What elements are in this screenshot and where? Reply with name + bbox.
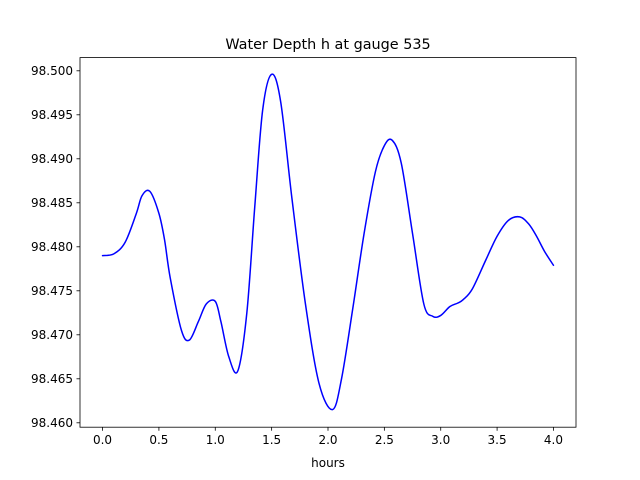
x-tick-label: 3.5 <box>488 433 507 447</box>
x-tick-label: 2.0 <box>318 433 337 447</box>
y-tick-label: 98.495 <box>31 108 73 122</box>
y-tick-label: 98.470 <box>31 328 73 342</box>
y-tick-label: 98.485 <box>31 196 73 210</box>
y-tick-label: 98.480 <box>31 240 73 254</box>
y-axis-ticks: 98.460 98.465 98.470 98.475 98.480 98.485 98.4… <box>31 64 80 430</box>
x-tick-label: 4.0 <box>544 433 563 447</box>
x-tick-label: 0.0 <box>93 433 112 447</box>
y-tick-label: 98.460 <box>31 416 73 430</box>
chart-title: Water Depth h at gauge 535 <box>225 37 430 53</box>
x-tick-label: 3.0 <box>431 433 450 447</box>
y-tick-label: 98.465 <box>31 372 73 386</box>
x-tick-label: 0.5 <box>149 433 168 447</box>
y-tick-label: 98.490 <box>31 152 73 166</box>
x-axis-ticks: 0.0 0.5 1.0 1.5 2.0 2.5 3.0 3.5 4.0 <box>93 427 563 447</box>
x-axis-label: hours <box>311 456 345 470</box>
y-tick-label: 98.475 <box>31 284 73 298</box>
y-tick-label: 98.500 <box>31 64 73 78</box>
plot-area-frame <box>79 57 577 428</box>
water-depth-series-line <box>101 73 555 411</box>
x-tick-label: 2.5 <box>375 433 394 447</box>
x-tick-label: 1.5 <box>262 433 281 447</box>
x-tick-label: 1.0 <box>206 433 225 447</box>
